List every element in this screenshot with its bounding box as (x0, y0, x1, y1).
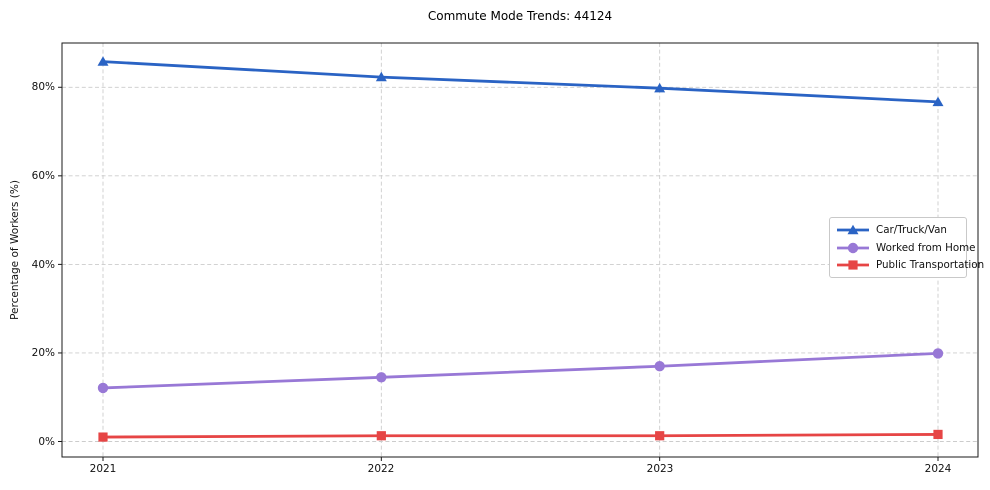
legend-line-marker-icon (837, 260, 869, 270)
legend-item-public-transportation: Public Transportation (835, 258, 984, 272)
axis-ticks (58, 86, 939, 461)
y-axis-label: Percentage of Workers (%) (9, 180, 21, 320)
series-0 (97, 56, 944, 107)
y-tick-label: 60% (31, 170, 55, 182)
chart-title: Commute Mode Trends: 44124 (427, 9, 613, 23)
legend-label: Public Transportation (876, 258, 985, 271)
y-tick-label: 80% (31, 81, 55, 93)
y-tick-label: 40% (31, 259, 55, 271)
legend-item-worked-from-home: Worked from Home (835, 241, 976, 255)
y-tick-label: 0% (38, 436, 55, 448)
series-2 (98, 429, 943, 442)
legend-label: Car/Truck/Van (876, 224, 947, 237)
legend: Car/Truck/Van Worked from Home Public Tr… (829, 217, 984, 278)
x-tick-label: 2024 (924, 463, 952, 475)
x-tick-label: 2023 (646, 463, 674, 475)
legend-line-marker-icon (837, 224, 869, 235)
x-tick-label: 2022 (367, 463, 395, 475)
legend-line-marker-icon (837, 242, 869, 253)
plot-border (61, 42, 979, 458)
x-tick-label: 2021 (89, 463, 117, 475)
y-tick-label: 20% (31, 347, 55, 359)
legend-item-car-truck-van: Car/Truck/Van (835, 223, 961, 237)
legend-label: Worked from Home (876, 241, 976, 254)
gridlines (62, 43, 978, 457)
series-1 (97, 348, 944, 394)
